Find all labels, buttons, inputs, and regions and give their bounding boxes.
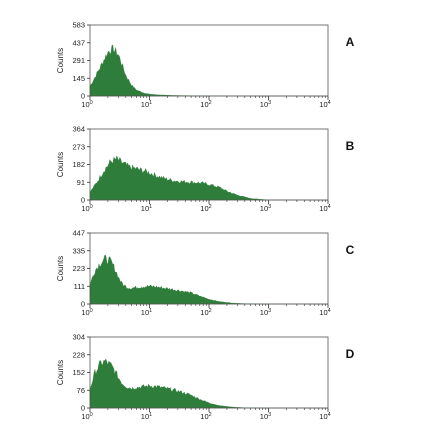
x-tick-label: 101 (141, 204, 152, 213)
x-tick-label: 101 (141, 100, 152, 109)
y-axis-title: Counts (56, 256, 65, 281)
x-tick-label: 104 (319, 204, 330, 213)
x-tick-exponent: 2 (209, 412, 212, 418)
y-tick-label: 0 (81, 300, 85, 309)
x-tick-exponent: 1 (149, 308, 152, 314)
y-tick-label: 304 (72, 333, 85, 342)
x-tick-exponent: 3 (268, 412, 271, 418)
y-axis-title: Counts (56, 152, 65, 177)
x-tick-label: 102 (200, 412, 211, 421)
y-tick-label: 111 (74, 282, 85, 291)
x-tick-exponent: 0 (90, 204, 93, 210)
y-tick-label: 0 (81, 196, 85, 205)
y-tick-label: 228 (72, 350, 85, 359)
x-tick-label: 104 (319, 100, 330, 109)
y-tick-label: 273 (72, 142, 85, 151)
x-tick-exponent: 0 (90, 412, 93, 418)
y-tick-label: 223 (72, 264, 85, 273)
histogram-fill (89, 155, 328, 201)
x-tick-exponent: 3 (268, 308, 271, 314)
histogram-fill (89, 44, 328, 97)
x-tick-exponent: 3 (268, 204, 271, 210)
x-tick-exponent: 2 (209, 204, 212, 210)
y-tick-label: 152 (72, 368, 85, 377)
x-tick-exponent: 4 (328, 308, 331, 314)
y-axis-title: Counts (56, 48, 65, 73)
panel-label: A (346, 35, 355, 49)
x-tick-label: 100 (81, 204, 92, 213)
x-tick-label: 102 (200, 204, 211, 213)
x-tick-label: 103 (260, 412, 271, 421)
y-tick-label: 364 (72, 125, 85, 134)
y-tick-label: 182 (72, 160, 85, 169)
y-axis-title: Counts (56, 360, 65, 385)
x-tick-label: 104 (319, 308, 330, 317)
y-tick-label: 335 (72, 246, 85, 255)
panel-label: B (346, 139, 355, 153)
y-tick-label: 447 (72, 229, 85, 238)
x-tick-exponent: 4 (328, 412, 331, 418)
y-tick-label: 145 (72, 74, 85, 83)
x-tick-label: 102 (200, 100, 211, 109)
y-tick-label: 437 (72, 38, 85, 47)
y-tick-label: 91 (77, 178, 85, 187)
panel-label: C (346, 243, 355, 257)
x-tick-label: 100 (81, 100, 92, 109)
x-tick-label: 104 (319, 412, 330, 421)
x-tick-label: 100 (81, 308, 92, 317)
x-tick-exponent: 1 (149, 204, 152, 210)
x-tick-label: 103 (260, 204, 271, 213)
x-tick-label: 101 (141, 308, 152, 317)
y-tick-label: 583 (72, 21, 85, 30)
x-tick-label: 103 (260, 308, 271, 317)
x-tick-exponent: 1 (149, 412, 152, 418)
x-tick-label: 102 (200, 308, 211, 317)
panel-label: D (346, 347, 355, 361)
x-tick-exponent: 2 (209, 100, 212, 106)
histogram-fill (89, 358, 328, 409)
x-tick-label: 100 (81, 412, 92, 421)
histogram-fill (89, 254, 328, 305)
x-tick-exponent: 2 (209, 308, 212, 314)
y-tick-label: 291 (72, 56, 85, 65)
x-tick-exponent: 0 (90, 308, 93, 314)
y-tick-label: 0 (81, 92, 85, 101)
x-tick-exponent: 4 (328, 100, 331, 106)
x-tick-label: 103 (260, 100, 271, 109)
y-tick-label: 0 (81, 404, 85, 413)
x-tick-exponent: 3 (268, 100, 271, 106)
x-tick-exponent: 4 (328, 204, 331, 210)
y-tick-label: 76 (77, 386, 85, 395)
x-tick-label: 101 (141, 412, 152, 421)
x-tick-exponent: 0 (90, 100, 93, 106)
x-tick-exponent: 1 (149, 100, 152, 106)
